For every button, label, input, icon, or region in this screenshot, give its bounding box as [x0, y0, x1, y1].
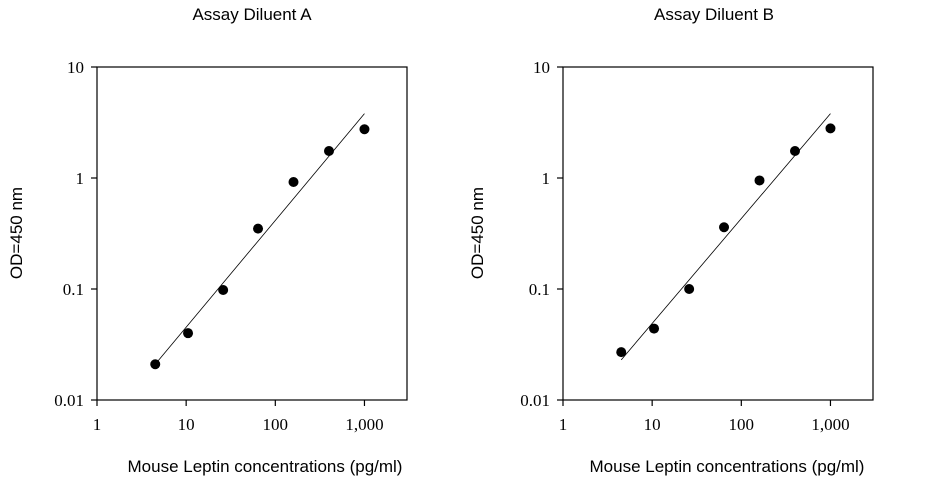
data-point-b-0	[616, 347, 627, 358]
x-tick-label-b-2: 100	[729, 415, 755, 434]
data-point-b-2	[684, 284, 695, 294]
data-point-a-3	[253, 223, 264, 234]
chart-panel-a: Assay Diluent A 1 10 100 1,000 0.01 0.1 1 10 OD…	[7, 5, 408, 476]
chart-panel-b: Assay Diluent B 1 10 100 1,000 0.01 0.1 1 10 OD…	[468, 5, 874, 476]
data-point-a-0	[150, 359, 161, 370]
data-point-a-4	[288, 177, 299, 188]
y-axis-label-b: OD=450 nm	[468, 187, 487, 279]
chart-title-b: Assay Diluent B	[654, 5, 774, 24]
x-tick-label-a-1: 10	[178, 415, 195, 434]
tick-labels-a: 1 10 100 1,000 0.01 0.1 1 10	[54, 58, 383, 434]
data-point-b-3	[719, 222, 730, 233]
x-tick-label-a-3: 1,000	[345, 415, 383, 434]
plot-frame-a	[96, 66, 408, 401]
data-point-a-2	[218, 284, 229, 295]
y-tick-label-b-2: 1	[542, 169, 551, 188]
x-axis-label-a: Mouse Leptin concentrations (pg/ml)	[128, 457, 403, 476]
axis-ticks-a	[91, 66, 366, 406]
data-point-a-6	[359, 124, 370, 135]
axis-ticks-b	[557, 66, 832, 406]
chart-title-a: Assay Diluent A	[192, 5, 312, 24]
y-tick-label-b-3: 10	[533, 58, 550, 77]
y-tick-label-a-3: 10	[67, 58, 84, 77]
y-tick-label-a-1: 0.1	[63, 280, 84, 299]
y-tick-label-b-0: 0.01	[520, 391, 550, 410]
data-point-a-5	[323, 146, 334, 157]
y-tick-label-a-2: 1	[76, 169, 85, 188]
x-tick-label-b-1: 10	[644, 415, 661, 434]
x-tick-label-a-0: 1	[93, 415, 102, 434]
x-tick-label-b-0: 1	[559, 415, 568, 434]
data-point-b-6	[825, 123, 836, 134]
tick-labels-b: 1 10 100 1,000 0.01 0.1 1 10	[520, 58, 849, 434]
data-points-b	[616, 123, 836, 358]
plot-frame-b	[562, 66, 874, 401]
data-points-a	[150, 124, 370, 370]
data-point-b-1	[649, 323, 660, 334]
data-point-b-5	[789, 146, 800, 157]
x-tick-label-a-2: 100	[263, 415, 289, 434]
x-tick-label-b-3: 1,000	[811, 415, 849, 434]
data-point-a-1	[183, 328, 194, 339]
y-tick-label-a-0: 0.01	[54, 391, 84, 410]
y-axis-label-a: OD=450 nm	[7, 187, 26, 279]
y-tick-label-b-1: 0.1	[529, 280, 550, 299]
data-point-b-4	[754, 175, 765, 186]
x-axis-label-b: Mouse Leptin concentrations (pg/ml)	[590, 457, 865, 476]
